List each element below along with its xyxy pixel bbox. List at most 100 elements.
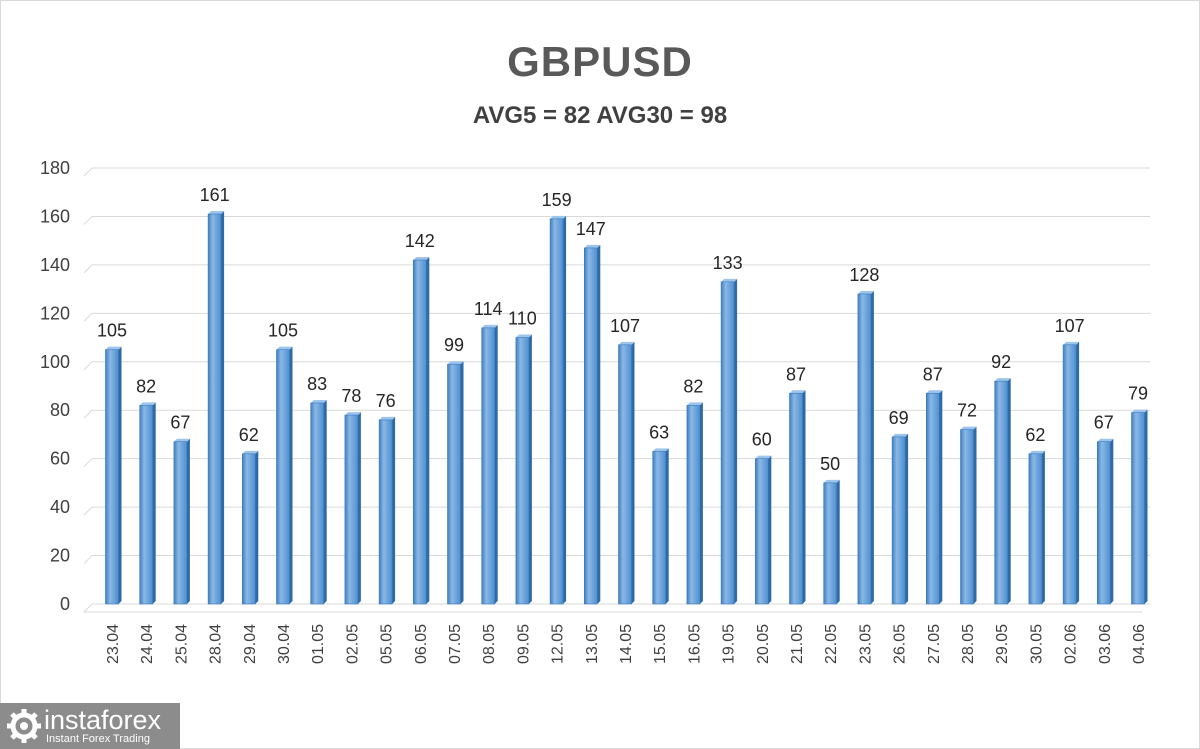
- bar-top: [515, 334, 532, 338]
- bar-top: [686, 402, 703, 406]
- data-label: 78: [341, 386, 361, 406]
- bar-top: [105, 346, 122, 350]
- data-label: 105: [268, 321, 298, 341]
- bar-side: [392, 416, 396, 604]
- bars: [105, 211, 1148, 605]
- x-tick-label: 22.05: [823, 624, 840, 664]
- data-label: 62: [239, 425, 259, 445]
- bar-top: [208, 211, 225, 215]
- data-label: 87: [923, 364, 943, 384]
- bar: [823, 482, 838, 605]
- bar-side: [973, 426, 977, 604]
- bar: [276, 349, 290, 605]
- x-tick-label: 29.05: [994, 624, 1011, 664]
- bar-top: [618, 341, 635, 345]
- data-label: 63: [649, 422, 669, 442]
- bar-top: [139, 402, 156, 406]
- y-tick-label: 160: [40, 206, 70, 226]
- data-label: 67: [1094, 413, 1114, 433]
- x-tick-label: 23.04: [105, 624, 122, 664]
- bar-side: [186, 438, 190, 604]
- gridline-perspective: [83, 216, 93, 225]
- gridline-perspective: [83, 312, 93, 322]
- bar: [139, 405, 153, 605]
- data-label: 82: [683, 376, 703, 396]
- x-tick-label: 28.05: [960, 624, 977, 664]
- gridline-perspective: [83, 361, 93, 371]
- chart-title: GBPUSD: [507, 38, 693, 85]
- bar-top: [823, 479, 840, 483]
- x-tick-label: 30.04: [276, 624, 293, 664]
- x-tick-label: 09.05: [515, 624, 532, 664]
- data-label: 147: [576, 219, 606, 239]
- data-label: 114: [474, 299, 503, 319]
- x-tick-label: 27.05: [926, 624, 943, 664]
- x-tick-label: 15.05: [652, 624, 669, 664]
- bar: [583, 247, 598, 605]
- x-tick-label: 06.05: [413, 624, 430, 664]
- data-label: 159: [542, 190, 572, 210]
- bar-side: [597, 244, 601, 604]
- bar: [515, 337, 530, 605]
- bar: [447, 363, 461, 605]
- bar: [652, 451, 667, 605]
- bar: [412, 259, 427, 605]
- gridline-perspective: [83, 506, 93, 516]
- bar: [618, 344, 632, 605]
- bar: [173, 441, 188, 605]
- bar: [754, 458, 769, 605]
- bar: [720, 281, 735, 605]
- bar-top: [857, 290, 874, 294]
- bar-top: [721, 278, 738, 282]
- x-tick-label: 02.06: [1063, 624, 1080, 664]
- x-tick-label: 16.05: [686, 624, 703, 664]
- bar: [1028, 453, 1043, 605]
- bar: [344, 414, 359, 605]
- gridline-perspective: [83, 555, 93, 564]
- bar: [994, 380, 1009, 605]
- gridline-perspective: [83, 409, 93, 419]
- bar: [857, 293, 872, 605]
- data-label: 107: [1055, 316, 1085, 336]
- x-tick-label: 14.05: [618, 624, 635, 664]
- y-tick-label: 140: [40, 255, 70, 275]
- bar-side: [1110, 438, 1114, 604]
- bar: [925, 392, 940, 605]
- bar-side: [802, 390, 806, 604]
- data-label: 72: [957, 401, 977, 421]
- y-axis: 0 20 40 60 80 100 120 140 160 180: [40, 158, 70, 614]
- logo-name: instaforex: [44, 705, 162, 735]
- bar-side: [836, 479, 840, 604]
- bar: [1062, 344, 1077, 605]
- bar-side: [255, 450, 259, 604]
- x-tick-label: 21.05: [789, 624, 806, 664]
- instaforex-logo: instaforex Instant Forex Trading: [0, 703, 180, 749]
- data-label: 161: [200, 185, 230, 205]
- x-tick-label: 30.05: [1028, 624, 1045, 664]
- x-tick-label: 13.05: [584, 624, 601, 664]
- bar-top: [584, 244, 601, 248]
- data-label: 79: [1128, 384, 1148, 404]
- logo-tagline: Instant Forex Trading: [46, 733, 150, 745]
- gridline-perspective: [83, 167, 93, 177]
- bar-top: [310, 399, 327, 403]
- bar-top: [447, 361, 464, 365]
- bar-side: [1041, 450, 1045, 604]
- bar-side: [323, 399, 327, 604]
- x-tick-label: 02.05: [344, 624, 361, 664]
- data-label: 99: [444, 335, 464, 355]
- x-tick-label: 20.05: [755, 624, 772, 664]
- bar: [960, 429, 974, 605]
- bar-side: [289, 346, 293, 604]
- bar: [378, 419, 393, 605]
- bar: [242, 453, 256, 605]
- x-tick-label: 05.05: [379, 624, 396, 664]
- y-tick-label: 100: [40, 352, 70, 372]
- bar-top: [344, 412, 361, 416]
- x-tick-label: 19.05: [721, 624, 738, 664]
- bar-top: [892, 433, 909, 437]
- bar: [481, 327, 496, 605]
- bar-side: [1144, 409, 1148, 604]
